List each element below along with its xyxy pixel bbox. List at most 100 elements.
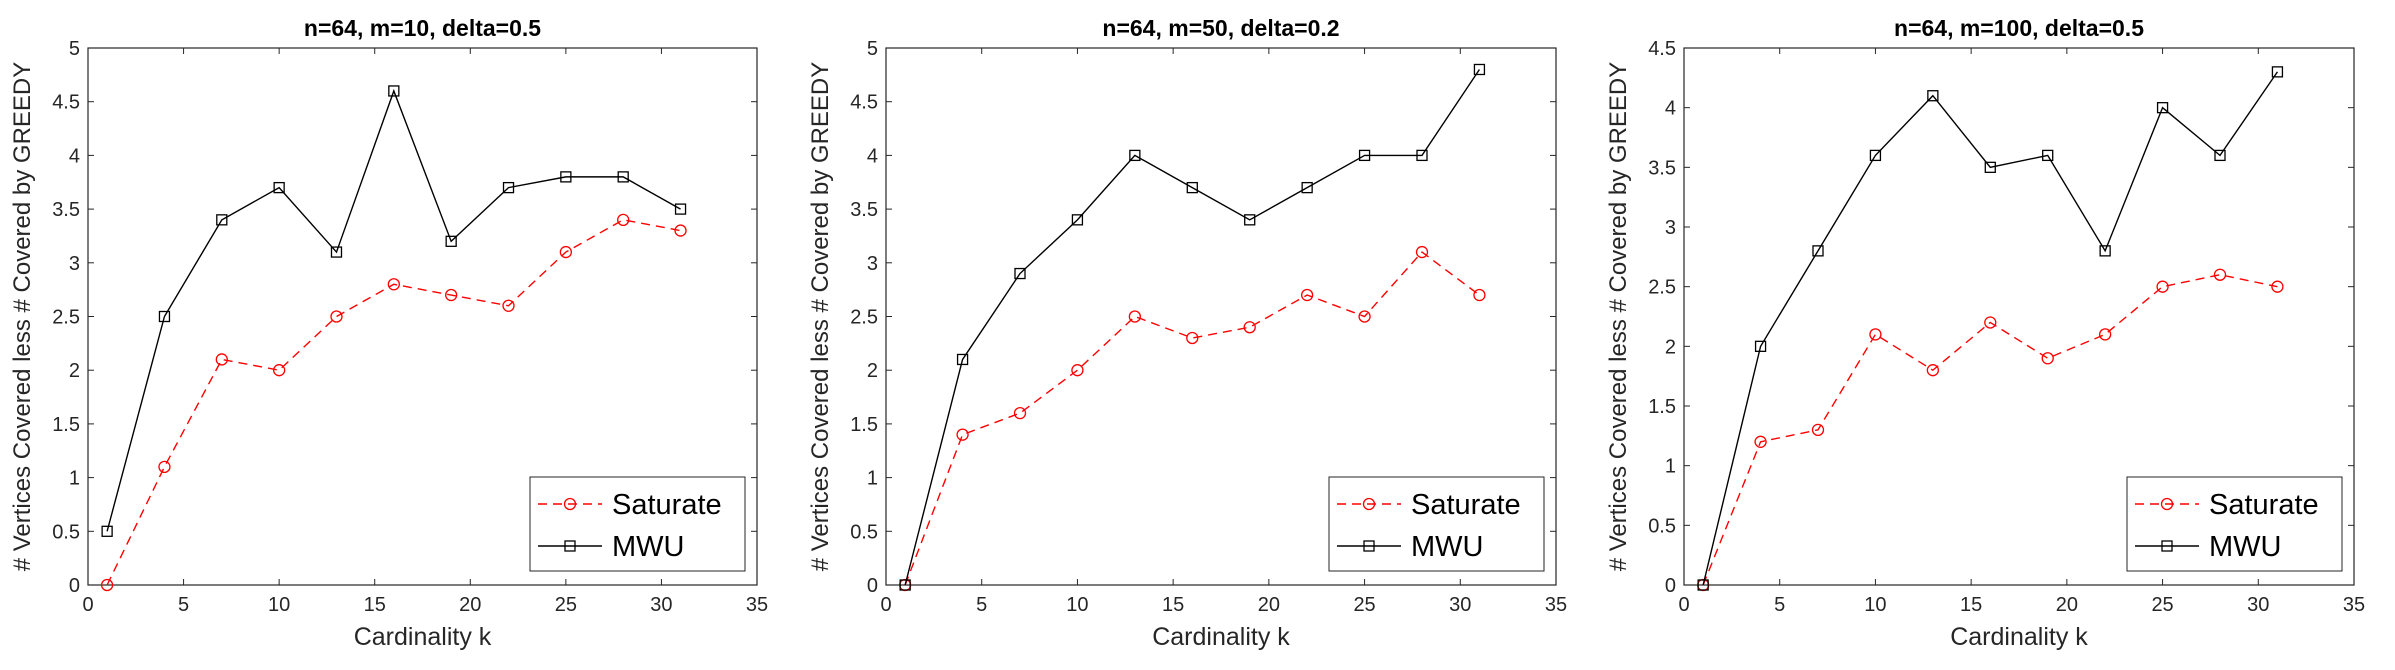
data-point-mwu: [1129, 149, 1141, 162]
data-point-mwu: [674, 203, 687, 215]
data-point-mwu: [502, 181, 515, 194]
data-point-saturate: [1754, 435, 1767, 448]
y-tick-label: 0: [867, 575, 878, 597]
legend-label-saturate: Saturate: [2209, 489, 2319, 521]
x-tick-label: 10: [1066, 594, 1088, 616]
data-point-mwu: [330, 246, 343, 258]
y-tick-label: 2: [69, 360, 80, 382]
x-tick-label: 25: [2151, 594, 2173, 616]
data-point-mwu: [1358, 149, 1371, 162]
y-tick-label: 2: [867, 360, 878, 382]
data-point-saturate: [2156, 280, 2169, 293]
data-point-mwu: [101, 525, 113, 537]
y-tick-label: 0: [1665, 575, 1676, 597]
data-point-saturate: [1071, 364, 1084, 377]
legend-label-mwu: MWU: [612, 531, 684, 563]
data-point-saturate: [100, 578, 114, 592]
data-point-saturate: [1869, 328, 1882, 341]
chart-panel-3: 0 5 10 15 20 25 30 35 0 0.5 1 1.5 2 2.5 3 3.5 4 4.5 n=64, …: [1605, 15, 2365, 651]
x-tick-label: 20: [1258, 594, 1280, 616]
x-tick-label: 5: [976, 594, 987, 616]
y-tick-label: 4: [69, 145, 80, 167]
data-point-saturate: [1013, 407, 1027, 420]
data-point-saturate: [956, 428, 969, 441]
x-tick-label: 5: [1774, 594, 1785, 616]
x-tick-label: 0: [880, 594, 891, 616]
legend-box: [529, 476, 746, 572]
legend-marker-saturate: [563, 497, 577, 511]
y-tick-label: 1: [69, 468, 80, 490]
y-tick-label: 1: [1665, 456, 1676, 478]
chart-title: n=64, m=50, delta=0.2: [1102, 15, 1339, 41]
y-tick-label: 0: [69, 575, 80, 597]
data-point-saturate: [1415, 245, 1429, 259]
data-point-saturate: [617, 213, 630, 226]
y-tick-label: 1.5: [52, 414, 80, 436]
data-point-mwu: [1927, 90, 1939, 102]
data-point-mwu: [2042, 149, 2054, 162]
legend-label-mwu: MWU: [1411, 531, 1483, 563]
data-point-saturate: [502, 299, 515, 312]
y-tick-label: 3.5: [850, 199, 878, 221]
data-point-saturate: [1984, 316, 1997, 329]
y-axis-label: # Vertices Covered less # Covered by GRE…: [9, 62, 36, 572]
data-point-mwu: [1869, 149, 1882, 162]
x-axis-label: Cardinality k: [354, 623, 492, 651]
legend: Saturate MWU: [2126, 476, 2343, 572]
data-point-mwu: [273, 181, 285, 194]
data-point-saturate: [1243, 321, 1256, 334]
x-tick-label: 0: [1678, 594, 1689, 616]
y-tick-label: 0.5: [1648, 515, 1676, 537]
y-tick-label: 3: [69, 253, 80, 275]
legend-box: [2126, 476, 2343, 572]
y-tick-label: 1: [867, 468, 878, 490]
x-axis-label: Cardinality k: [1152, 623, 1290, 651]
data-point-saturate: [445, 288, 458, 302]
data-point-mwu: [216, 214, 228, 226]
x-tick-label: 10: [1864, 594, 1886, 616]
x-tick-label: 30: [1449, 594, 1471, 616]
data-point-mwu: [1244, 214, 1256, 226]
y-tick-label: 3.5: [1648, 157, 1676, 179]
data-point-saturate: [158, 460, 171, 474]
legend-box: [1328, 476, 1545, 572]
y-axis-label: # Vertices Covered less # Covered by GRE…: [807, 62, 834, 572]
y-tick-label: 4: [867, 145, 878, 167]
y-tick-label: 0.5: [52, 521, 80, 543]
legend: Saturate MWU: [529, 476, 746, 572]
data-point-mwu: [1186, 181, 1198, 194]
series-line-saturate: [106, 219, 681, 586]
y-tick-label: 3: [1665, 217, 1676, 239]
data-point-saturate: [1473, 288, 1486, 302]
data-point-mwu: [158, 310, 171, 323]
legend-label-saturate: Saturate: [612, 489, 722, 521]
y-tick-label: 2.5: [52, 307, 80, 329]
x-tick-label: 10: [268, 594, 290, 616]
y-tick-label: 1.5: [850, 414, 878, 436]
x-tick-label: 15: [1162, 594, 1184, 616]
data-point-mwu: [1754, 340, 1767, 352]
y-axis-label: # Vertices Covered less # Covered by GRE…: [1605, 62, 1632, 572]
data-point-mwu: [388, 85, 400, 97]
data-point-mwu: [2099, 245, 2111, 257]
data-point-saturate: [2041, 352, 2054, 365]
data-point-mwu: [617, 171, 629, 183]
data-point-mwu: [1697, 579, 1709, 591]
data-point-saturate: [1358, 310, 1371, 323]
chart-panel-1: 0 5 10 15 20 25 30 35 0 0.5 1 1.5 2 2.5 3 3.5 4 4.5 5 n=64,…: [9, 15, 768, 651]
x-tick-label: 20: [2056, 594, 2078, 616]
x-tick-label: 35: [1545, 594, 1567, 616]
data-point-mwu: [1984, 161, 1996, 173]
y-tick-label: 4.5: [52, 92, 80, 114]
data-point-saturate: [1811, 423, 1825, 437]
x-tick-label: 35: [746, 594, 768, 616]
legend: Saturate MWU: [1328, 476, 1545, 572]
data-point-mwu: [2271, 66, 2284, 78]
y-tick-label: 5: [69, 38, 80, 60]
y-tick-label: 2: [1665, 336, 1676, 358]
legend-marker-mwu: [1363, 540, 1375, 552]
data-point-mwu: [1301, 181, 1313, 194]
x-tick-label: 20: [459, 594, 481, 616]
